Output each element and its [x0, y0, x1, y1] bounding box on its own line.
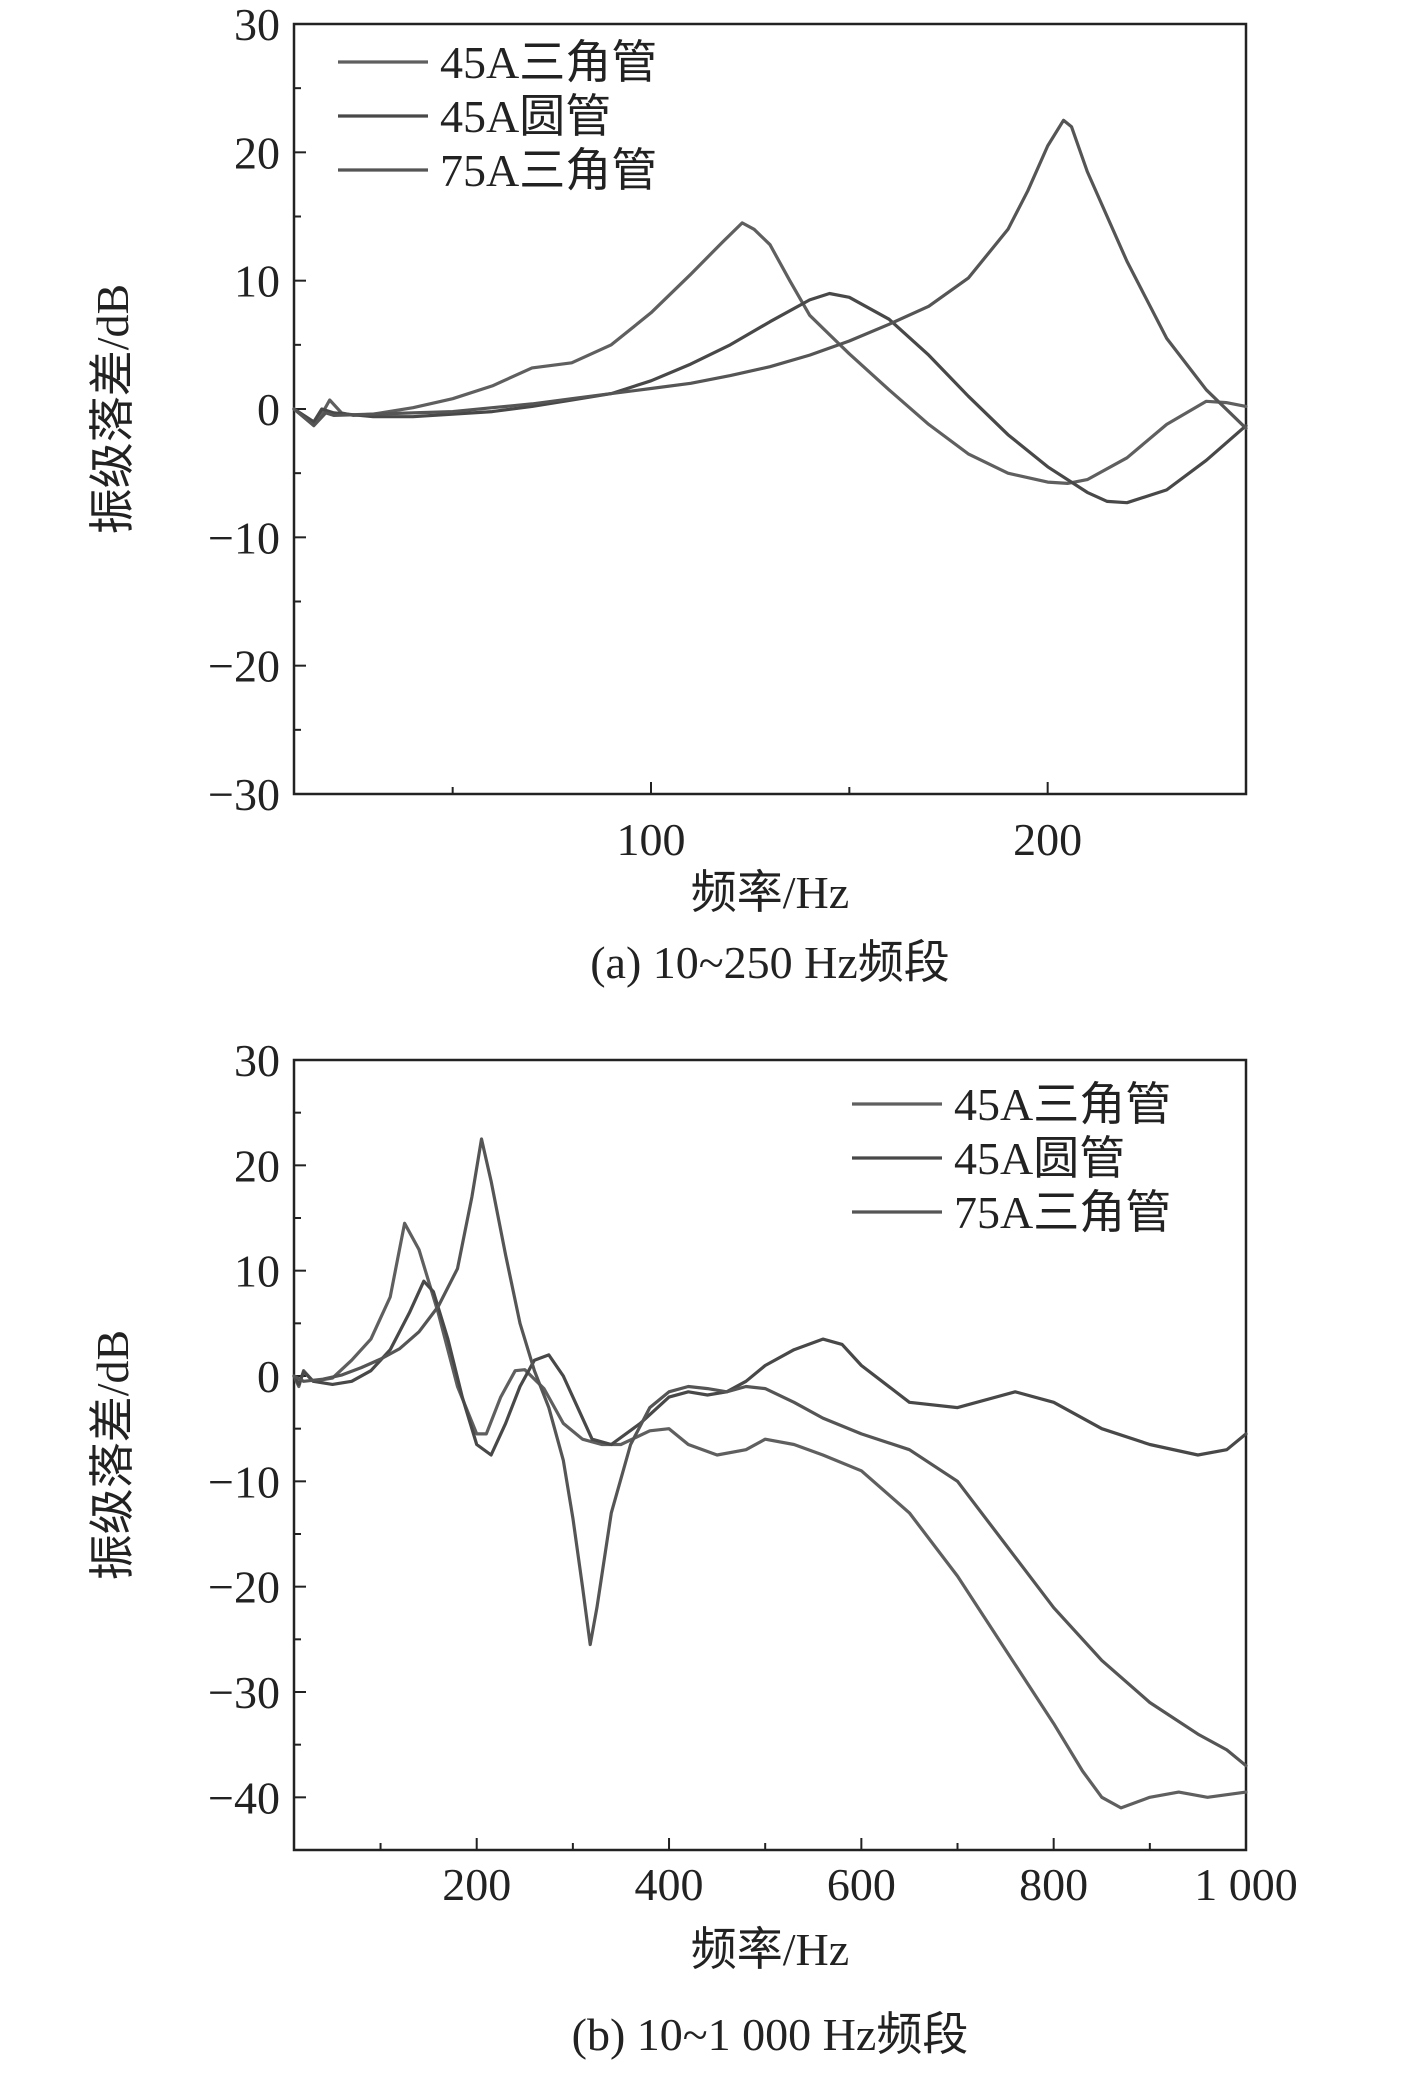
- y-tick-label: −30: [208, 1667, 280, 1718]
- y-tick-label: −30: [208, 769, 280, 820]
- x-tick-label: 800: [1019, 1859, 1088, 1910]
- x-tick-label: 100: [617, 814, 686, 865]
- series-line-3: [292, 1137, 1248, 1768]
- plot-frame: [292, 22, 1248, 796]
- legend-label: 75A三角管: [954, 1187, 1171, 1238]
- x-tick-label: 200: [1013, 814, 1082, 865]
- legend-label: 45A圆管: [440, 91, 611, 142]
- y-axis-label: 振级落差/dB: [87, 284, 138, 534]
- y-tick-label: 0: [257, 384, 280, 435]
- panel-caption: (a) 10~250 Hz频段: [590, 937, 950, 988]
- y-tick-label: −10: [208, 1456, 280, 1507]
- x-axis-label: 频率/Hz: [691, 1924, 849, 1975]
- x-tick-label: 1 000: [1194, 1859, 1298, 1910]
- y-tick-label: −20: [208, 1562, 280, 1613]
- y-tick-label: −20: [208, 641, 280, 692]
- plot-frame: [292, 1058, 1248, 1852]
- legend-label: 75A三角管: [440, 145, 657, 196]
- legend-label: 45A三角管: [440, 37, 657, 88]
- x-axis-label: 频率/Hz: [691, 867, 849, 918]
- series-line-3: [292, 118, 1248, 430]
- legend-label: 45A三角管: [954, 1079, 1171, 1130]
- y-tick-label: 20: [234, 127, 280, 178]
- y-axis-label: 振级落差/dB: [87, 1330, 138, 1580]
- y-tick-label: −10: [208, 512, 280, 563]
- chart-panel-a: −30 −20 −10 0 10 20 30 100 200 45A三角管45A圆管75A三角管振…: [87, 0, 1248, 988]
- y-tick-label: 30: [234, 1035, 280, 1086]
- y-tick-label: 10: [234, 256, 280, 307]
- series-line-2: [292, 1279, 1248, 1457]
- panel-caption: (b) 10~1 000 Hz频段: [572, 2009, 969, 2060]
- y-tick-label: −40: [208, 1772, 280, 1823]
- legend-label: 45A圆管: [954, 1133, 1125, 1184]
- x-tick-label: 600: [827, 1859, 896, 1910]
- y-tick-label: 0: [257, 1351, 280, 1402]
- y-tick-label: 20: [234, 1140, 280, 1191]
- series-line-2: [292, 291, 1248, 505]
- chart-panel-b: −40 −30 −20 −10 0 10 20 30 200 400 600 800 1 000 45A三…: [87, 1035, 1298, 2060]
- y-tick-label: 30: [234, 0, 280, 50]
- y-tick-label: 10: [234, 1246, 280, 1297]
- x-tick-label: 400: [635, 1859, 704, 1910]
- series-line-1: [292, 221, 1248, 485]
- x-tick-label: 200: [442, 1859, 511, 1910]
